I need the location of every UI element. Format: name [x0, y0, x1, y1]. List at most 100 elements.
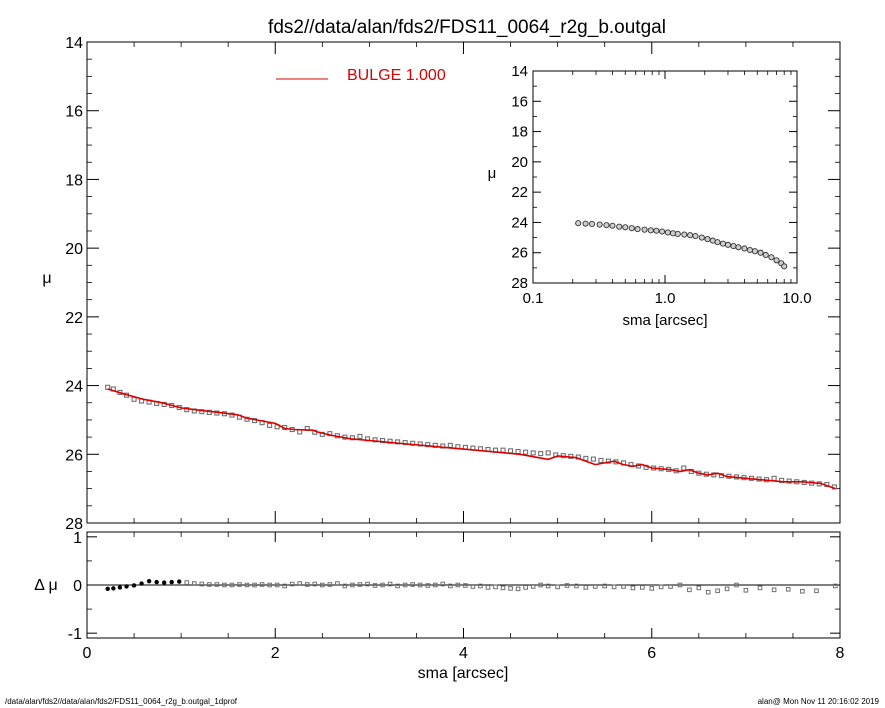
x-tick-label: 10.0 — [782, 290, 811, 307]
residual-point — [312, 581, 318, 587]
residual-point — [387, 581, 393, 587]
residual-point — [814, 588, 819, 594]
residual-point — [621, 584, 626, 589]
data-point — [440, 443, 446, 449]
inset-data-point — [762, 251, 769, 259]
y-tick-label: 22 — [65, 310, 83, 327]
residual-point — [131, 583, 137, 588]
residual-point — [508, 586, 513, 591]
residual-point — [417, 582, 423, 588]
residual-point — [192, 581, 197, 586]
residual-point — [124, 584, 129, 589]
data-point — [357, 433, 363, 439]
inset-data-point — [698, 234, 705, 241]
residual-point — [402, 582, 408, 588]
inset-data-point — [773, 257, 780, 264]
residual-point — [583, 585, 589, 590]
residual-point — [677, 582, 683, 588]
residual-point — [342, 583, 348, 589]
data-point — [583, 455, 589, 461]
x-axis-label: sma [arcsec] — [622, 312, 707, 329]
residual-point — [515, 586, 521, 592]
data-point — [771, 475, 777, 481]
residual-point — [470, 584, 476, 589]
inset-data-point — [724, 241, 732, 248]
inset-data-point — [634, 226, 641, 233]
data-point — [349, 435, 355, 441]
residual-point — [214, 582, 220, 587]
residual-point — [199, 581, 205, 587]
residual-point — [463, 583, 468, 588]
inset-data-point — [735, 244, 742, 251]
data-point — [523, 449, 529, 455]
data-point — [372, 437, 378, 443]
residual-point — [485, 585, 491, 590]
residual-point — [545, 583, 551, 589]
residual-point — [146, 578, 152, 584]
residual-point — [244, 582, 250, 588]
y-axis-label: μ — [42, 270, 51, 287]
y-tick-label: 16 — [511, 93, 528, 110]
inset-data-point — [704, 236, 711, 243]
residual-point — [523, 585, 528, 590]
y-tick-label: 18 — [65, 172, 83, 189]
inset-data-point — [741, 245, 748, 252]
residual-point — [350, 582, 355, 588]
residual-point — [117, 585, 123, 590]
residual-point — [649, 586, 655, 591]
data-point — [267, 422, 273, 428]
y-tick-label: 24 — [65, 379, 83, 396]
residual-point — [602, 583, 607, 589]
residual-point — [184, 580, 190, 585]
inset-data-point — [575, 220, 582, 227]
y-tick-label: 18 — [511, 124, 528, 141]
x-tick-label: 0 — [83, 645, 92, 662]
data-point — [545, 450, 551, 456]
residual-point — [177, 579, 182, 584]
residual-point — [320, 582, 325, 588]
inset-data-point — [647, 227, 654, 234]
inset-data-point — [730, 243, 737, 250]
residual-point — [297, 581, 303, 586]
residual-point — [267, 582, 272, 588]
residual-point — [500, 585, 506, 591]
residual-point — [207, 582, 212, 587]
chart-title: fds2//data/alan/fds2/FDS11_0064_r2g_b.ou… — [268, 17, 666, 38]
residual-point — [259, 582, 265, 587]
inset-panel: 0.1 1.0 10.0 14 16 18 20 22 24 26 28 sma [arcsec] μ — [488, 63, 812, 329]
inset-plot-frame — [532, 70, 798, 284]
inset-data-point — [681, 231, 688, 238]
residual-point — [222, 582, 227, 588]
inset-data-point — [622, 224, 629, 231]
bulge-model-line — [107, 388, 836, 490]
residual-point — [327, 582, 333, 587]
y-tick-label: 28 — [511, 275, 528, 292]
footer-left-text: /data/alan/fds2//data/alan/fds2/FDS11_00… — [5, 697, 238, 706]
y-tick-label: 16 — [65, 104, 83, 121]
x-tick-label: 1.0 — [655, 290, 676, 307]
residual-point — [440, 581, 446, 587]
inset-data-point — [664, 229, 671, 236]
legend-label: BULGE 1.000 — [347, 67, 446, 84]
residual-point — [161, 580, 167, 585]
inset-data-point — [692, 233, 699, 240]
inset-data-point — [616, 223, 623, 230]
inset-data-point — [596, 221, 603, 228]
y-tick-label: 0 — [73, 578, 82, 595]
residual-point — [448, 583, 453, 589]
y-tick-label: 14 — [65, 35, 83, 52]
data-point — [590, 456, 596, 462]
y-tick-label: 26 — [511, 245, 528, 262]
data-point — [515, 448, 521, 455]
inset-data-point — [603, 222, 610, 229]
residual-point — [282, 583, 287, 589]
y-tick-label: 28 — [65, 516, 83, 533]
y-tick-label: 20 — [65, 241, 83, 258]
residual-point — [724, 586, 730, 592]
residual-point — [658, 584, 664, 590]
y-tick-label: -1 — [68, 626, 82, 643]
residual-point — [380, 582, 385, 588]
x-tick-label: 0.1 — [523, 290, 544, 307]
data-point — [530, 450, 536, 456]
